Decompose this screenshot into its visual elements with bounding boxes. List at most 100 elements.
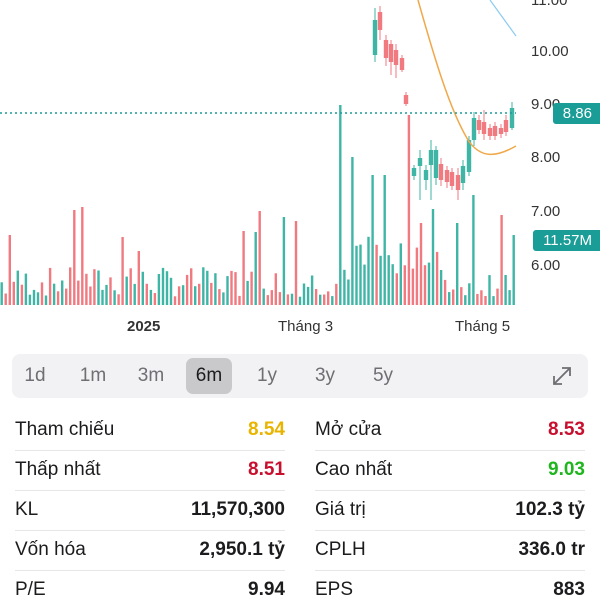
stat-value: 9.94: [248, 579, 285, 600]
volume-bar: [218, 289, 221, 305]
volume-bar: [270, 290, 273, 305]
volume-bar: [286, 294, 290, 305]
volume-bar: [56, 291, 60, 305]
volume-bar: [347, 279, 350, 305]
price-chart[interactable]: 11.00 10.00 9.00 8.00 7.00 6.00 2025 Tháng 3 Th…: [0, 0, 600, 345]
candlesticks: [372, 6, 515, 200]
volume-bar: [48, 267, 52, 305]
volume-bar: [367, 236, 370, 305]
volume-bar: [254, 232, 257, 305]
volume-bar: [133, 283, 136, 305]
x-tick-label: Tháng 3: [278, 318, 333, 335]
stat-row: P/E 9.94: [15, 570, 285, 610]
volume-bar: [419, 223, 423, 305]
volume-bar: [214, 273, 217, 305]
volume-bar: [323, 294, 326, 305]
stat-label: EPS: [315, 579, 354, 600]
volume-bar: [105, 284, 108, 305]
volume-bar: [456, 223, 459, 305]
volume-bar: [222, 292, 225, 305]
volume-bar: [464, 295, 467, 305]
x-tick-label: 2025: [127, 318, 160, 335]
divider: [15, 530, 285, 531]
divider: [15, 570, 285, 571]
volume-bar: [512, 235, 515, 305]
volume-bar: [355, 245, 358, 305]
volume-bar: [194, 286, 197, 305]
volume-bar: [149, 289, 153, 305]
divider: [15, 450, 285, 451]
volume-bar: [278, 292, 282, 305]
volume-bar: [351, 157, 354, 305]
volume-bar: [472, 195, 475, 305]
moving-average-line: [417, 0, 517, 155]
range-tab-3y[interactable]: 3y: [314, 365, 336, 386]
candle-body: [509, 108, 515, 128]
volume-bar: [238, 295, 241, 305]
volume-bar: [262, 288, 265, 305]
candle-body: [399, 58, 405, 70]
range-tab-6m[interactable]: 6m: [186, 358, 232, 394]
candle-body: [471, 118, 477, 140]
y-tick-label: 6.00: [531, 257, 560, 274]
stat-row: EPS 883: [315, 570, 585, 610]
divider: [315, 450, 585, 451]
volume-bar: [359, 244, 362, 305]
expand-arrows-icon[interactable]: [550, 364, 574, 388]
stat-row: Giá trị 102.3 tỷ: [315, 490, 585, 530]
range-tabs: 1d 1m 3m 6m 1y 3y 5y: [12, 354, 588, 398]
volume-bar: [157, 274, 161, 305]
stat-value: 8.54: [248, 419, 285, 440]
range-tab-1m[interactable]: 1m: [79, 365, 107, 386]
volume-bar: [4, 293, 7, 305]
range-tab-3m[interactable]: 3m: [137, 365, 165, 386]
range-tab-5y[interactable]: 5y: [372, 365, 394, 386]
volume-bar: [165, 271, 169, 305]
candle-body: [481, 122, 487, 134]
volume-bar: [371, 175, 374, 305]
volume-bar: [101, 289, 104, 305]
stat-label: Thấp nhất: [15, 459, 101, 480]
volume-bar: [177, 286, 181, 305]
range-tab-1d[interactable]: 1d: [24, 365, 46, 386]
volume-bar: [423, 265, 427, 305]
volume-bar: [290, 293, 294, 305]
moving-average-line-2: [489, 0, 517, 37]
volume-bar: [435, 251, 439, 305]
candle-body: [372, 20, 378, 55]
volume-bar: [476, 293, 479, 305]
volume-bar: [125, 276, 128, 305]
stat-value: 8.51: [248, 459, 285, 480]
y-tick-label: 11.00: [531, 0, 567, 9]
volume-bar: [415, 247, 419, 305]
y-tick-label: 7.00: [531, 203, 560, 220]
volume-bar: [206, 270, 209, 305]
stat-row: Thấp nhất 8.51: [15, 450, 285, 490]
volume-bar: [121, 237, 124, 305]
volume-bar: [363, 264, 366, 305]
volume-bar: [161, 267, 165, 305]
volume-bar: [61, 280, 64, 305]
stat-value: 102.3 tỷ: [515, 499, 585, 520]
stat-label: Giá trị: [315, 499, 366, 520]
volume-bar: [153, 293, 157, 305]
range-tab-1y[interactable]: 1y: [256, 365, 278, 386]
volume-bar: [387, 255, 390, 305]
volume-bar: [339, 105, 342, 305]
volume-bar: [448, 292, 451, 305]
y-tick-label: 10.00: [531, 43, 569, 60]
stat-row: Cao nhất 9.03: [315, 450, 585, 490]
volume-bar: [226, 276, 229, 305]
volume-bar: [198, 283, 201, 305]
candle-body: [403, 95, 409, 104]
volume-bar: [81, 207, 84, 305]
volume-bar: [32, 289, 36, 305]
volume-bar: [69, 267, 72, 305]
volume-bar: [190, 268, 193, 305]
volume-bar: [452, 289, 455, 305]
divider: [315, 530, 585, 531]
volume-bar: [383, 175, 386, 305]
stat-label: Cao nhất: [315, 459, 393, 480]
